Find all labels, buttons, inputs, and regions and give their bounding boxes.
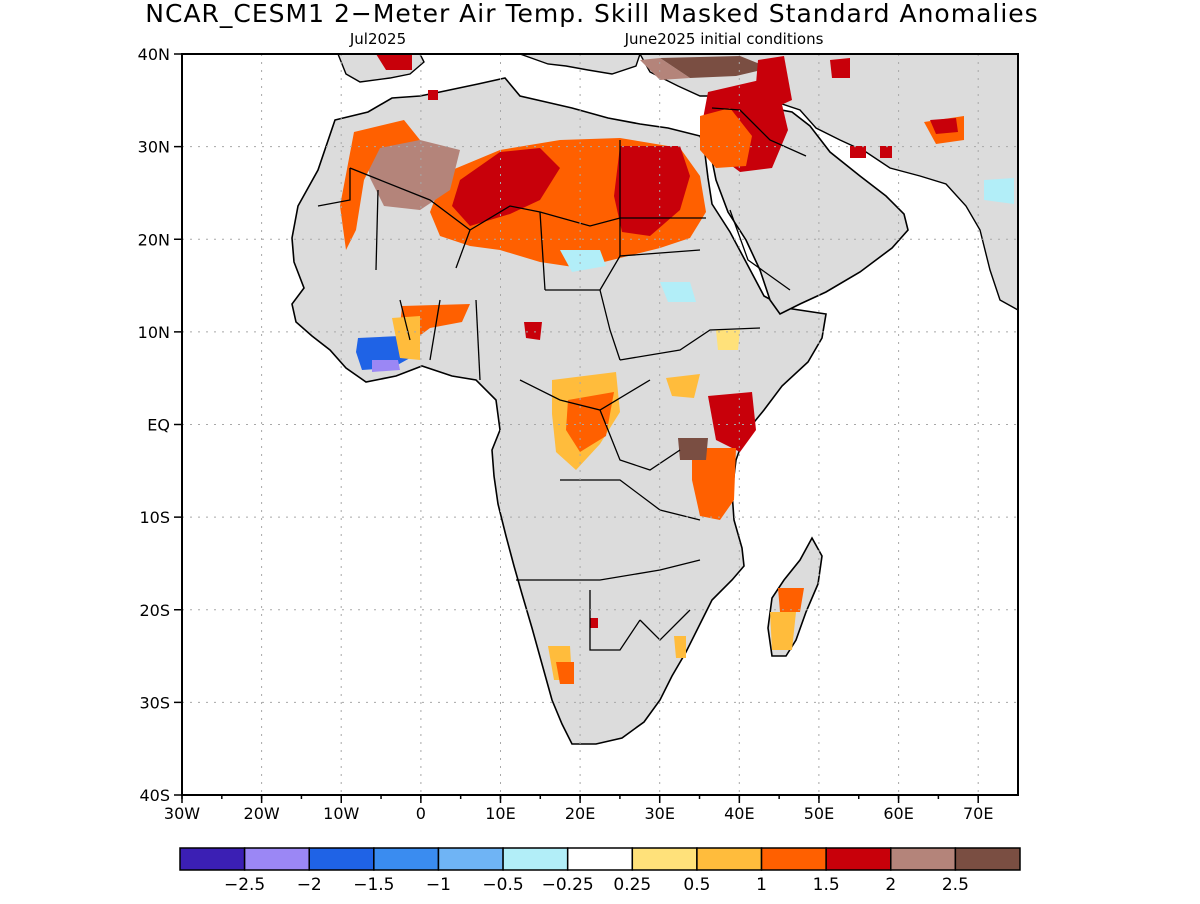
saudi-red-2 [880,146,892,158]
longitude-labels: 30W 20W 10W 0 10E 20E 30E 40E 50E 60E 70E [164,804,994,823]
colorbar-label: −0.5 [482,875,523,895]
lon-label: 0 [416,804,426,823]
colorbar-swatch [243,847,310,871]
colorbar-label: −2 [297,875,322,895]
turkey-brown [660,56,770,78]
lat-label: 20N [138,230,170,249]
graticule [182,54,1018,795]
iran-red [930,118,958,134]
mozambique-yellow [674,636,686,658]
lon-label: 70E [963,804,993,823]
colorbar-swatch [437,847,504,871]
colorbar-swatch [631,847,698,871]
lat-label: EQ [147,416,170,435]
axis-ticks [174,53,979,803]
middle-east-inland [639,54,1018,311]
sahara-darkred-east [614,146,690,236]
valid-month-label: Jul2025 [349,30,406,48]
colorbar-label: −2.5 [224,875,265,895]
lon-label: 20E [565,804,595,823]
colorbar-label: 2 [885,875,896,895]
south-africa-orange [556,662,574,684]
colorbar-swatch [373,847,440,871]
turkey-pink [640,58,690,80]
colorbar-label: −1 [426,875,451,895]
nw-africa-orange [340,120,420,250]
colorbar-swatch [890,847,957,871]
lon-label: 50E [804,804,834,823]
arabia-north-red [830,58,850,78]
lat-label: 30S [139,693,170,712]
pakistan-blue [984,178,1014,204]
sudan-lightblue [660,282,696,302]
sahara-darkred [452,148,560,226]
map-area [182,54,1018,795]
east-africa-orange [692,448,736,520]
egypt-orange [700,108,752,168]
colorbar-label: 1 [756,875,767,895]
latitude-labels: 40N 30N 20N 10N EQ 10S 20S 30S 40S [138,45,170,805]
colorbar-label: 2.5 [942,875,969,895]
colorbar-swatch [696,847,763,871]
map-title: NCAR_CESM1 2−Meter Air Temp. Skill Maske… [145,0,1038,28]
guinea-coast-purple [372,360,400,372]
colorbar-label: 1.5 [813,875,840,895]
lon-label: 60E [883,804,913,823]
iberia-red [376,54,412,70]
east-africa-red [708,392,756,452]
lon-label: 30E [644,804,674,823]
madagascar-yellow [770,612,796,650]
lat-label: 20S [139,601,170,620]
lon-label: 10W [323,804,359,823]
lat-label: 40N [138,45,170,64]
red-sea-north-red [756,56,792,110]
congo-orange [566,392,614,452]
initial-conditions-label: June2025 initial conditions [624,30,824,48]
westafrica-yellow [392,316,420,360]
anomaly-shading [340,54,1014,684]
colorbar-swatch [760,847,827,871]
lat-label: 40S [139,786,170,805]
colorbar-label: 0.5 [683,875,710,895]
lon-label: 20W [244,804,280,823]
western-sahara-brown [364,140,460,210]
colorbar-label: −0.25 [542,875,594,895]
colorbar-swatch [308,847,375,871]
sahel-lightblue [560,250,606,272]
angola-red [590,618,598,628]
cameroon-red [524,322,542,340]
lat-label: 10N [138,323,170,342]
lat-label: 30N [138,138,170,157]
colorbar-label: −1.5 [353,875,394,895]
lon-label: 10E [485,804,515,823]
colorbar-label: 0.25 [613,875,651,895]
colorbar: −2.5 −2 −1.5 −1 −0.5 −0.25 0.25 0.5 1 1.5 2 2.5 [179,847,1021,895]
country-borders [317,107,807,651]
colorbar-swatch [954,847,1021,871]
madagascar-orange [778,588,804,612]
colorbar-swatch [502,847,569,871]
lat-label: 10S [139,508,170,527]
east-africa-yellow [666,374,700,398]
colorbar-swatch [825,847,892,871]
lake-victoria-brown [678,438,708,460]
ethiopia-yellow [716,330,740,350]
colorbar-swatch [566,847,634,871]
lon-label: 30W [164,804,200,823]
algeria-red-dot [428,90,438,100]
colorbar-swatch [179,847,246,871]
lon-label: 40E [724,804,754,823]
saudi-red [850,146,866,158]
